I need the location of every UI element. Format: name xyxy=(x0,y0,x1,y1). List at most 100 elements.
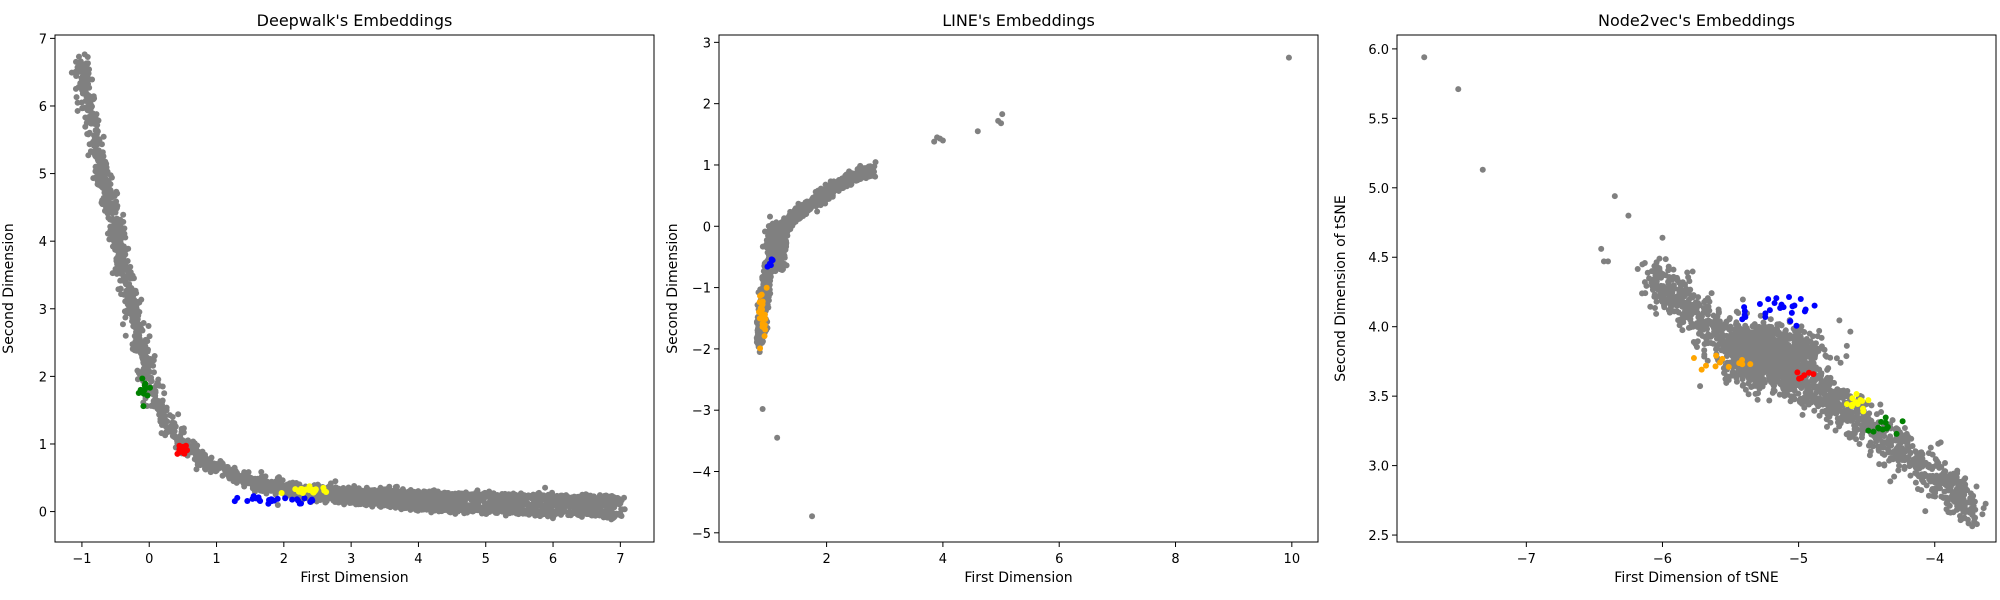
x-axis-label: First Dimension xyxy=(300,570,408,586)
points-group xyxy=(753,54,1292,520)
point-s0-1473 xyxy=(130,306,137,313)
y-tick-label: −2 xyxy=(692,343,711,358)
point-s2-488 xyxy=(356,486,363,493)
point-s0-746 xyxy=(72,68,79,75)
point-s3-22 xyxy=(244,497,251,504)
point-s2-483 xyxy=(349,488,356,495)
point-s0-1680 xyxy=(92,152,99,159)
point-s1-642 xyxy=(242,478,249,485)
point-s1-578 xyxy=(322,499,329,506)
point-s0-1001 xyxy=(169,413,176,420)
chart-title: Deepwalk's Embeddings xyxy=(257,11,453,30)
point-s1-339 xyxy=(763,237,770,244)
point-s1-668 xyxy=(509,508,516,515)
point-s0-1691 xyxy=(77,60,84,67)
point-s0-1689 xyxy=(106,185,113,192)
point-s2-484 xyxy=(374,489,381,496)
point-s1-656 xyxy=(519,510,526,517)
point-s0-831 xyxy=(584,501,590,508)
point-s2-421 xyxy=(457,490,464,497)
y-tick-label: 1 xyxy=(39,438,47,453)
point-s1-664 xyxy=(427,505,434,512)
point-s1-697 xyxy=(605,510,612,517)
point-s1-572 xyxy=(515,511,522,518)
point-s1-687 xyxy=(610,513,617,520)
point-s1-690 xyxy=(230,473,237,480)
point-s1-692 xyxy=(386,500,393,507)
point-s0-1504 xyxy=(192,450,199,457)
point-s0-464 xyxy=(140,320,147,327)
point-s0-1535 xyxy=(120,211,127,218)
point-s0-655 xyxy=(81,51,88,58)
x-tick-label: 2 xyxy=(280,552,288,567)
point-s0-1422 xyxy=(207,456,214,463)
point-s2-495 xyxy=(571,495,578,502)
point-s2-1 xyxy=(759,405,766,412)
point-s0-1470 xyxy=(148,402,155,409)
point-s0-1150 xyxy=(765,297,772,304)
point-s2-465 xyxy=(482,493,489,500)
point-s2-464 xyxy=(581,496,588,503)
point-s0-1657 xyxy=(565,499,572,506)
point-s0-1491 xyxy=(91,136,98,143)
point-s1-394 xyxy=(769,220,776,227)
points-group xyxy=(68,51,628,523)
point-s1-674 xyxy=(320,494,327,501)
y-tick-label: 4 xyxy=(39,235,47,250)
point-s1-399 xyxy=(774,240,781,247)
point-s1-397 xyxy=(774,246,781,253)
point-s0-1387 xyxy=(208,465,215,472)
point-s4-21 xyxy=(302,486,309,493)
point-s0-1471 xyxy=(755,319,762,326)
point-s2-475 xyxy=(516,493,523,500)
point-s0-1591 xyxy=(155,407,162,414)
point-s0-1456 xyxy=(129,293,136,300)
point-s3-10 xyxy=(762,326,769,333)
x-axis-label: First Dimension xyxy=(964,570,1072,586)
point-s2-348 xyxy=(621,494,628,501)
y-tick-label: 3 xyxy=(703,36,711,51)
point-s0-1300 xyxy=(193,442,200,449)
point-s0-1674 xyxy=(404,497,411,504)
x-tick-label: 4 xyxy=(414,552,422,567)
point-s2-450 xyxy=(443,490,450,497)
point-s0-1442 xyxy=(86,66,93,73)
y-tick-label: −1 xyxy=(692,282,711,297)
point-s1-685 xyxy=(421,504,428,511)
point-s0-1497 xyxy=(73,94,80,101)
point-s0-1480 xyxy=(865,167,872,174)
point-s2-409 xyxy=(450,492,457,499)
point-s0-667 xyxy=(131,333,138,340)
point-s0-1688 xyxy=(498,501,505,508)
x-tick-label: 7 xyxy=(616,552,624,567)
y-tick-label: −5 xyxy=(692,527,711,542)
point-s3-12 xyxy=(289,496,296,503)
point-s0-1383 xyxy=(213,466,220,473)
point-s2-11 xyxy=(999,111,1006,118)
point-s0-1666 xyxy=(111,208,118,215)
point-s0-1346 xyxy=(84,130,91,137)
point-s4-4 xyxy=(767,262,774,269)
point-s2-481 xyxy=(561,495,568,502)
point-s2-3 xyxy=(809,513,816,520)
point-s0-1618 xyxy=(142,360,149,367)
point-s0-1447 xyxy=(814,208,821,215)
point-s1-342 xyxy=(776,266,783,273)
y-axis-label: Second Dimension xyxy=(1,223,17,353)
point-s2-494 xyxy=(489,493,496,500)
point-s1-583 xyxy=(524,507,531,514)
point-s2-462 xyxy=(438,491,445,498)
point-s1-280 xyxy=(781,215,788,222)
point-s0-1642 xyxy=(95,117,102,124)
y-tick-label: 0 xyxy=(703,220,711,235)
point-s0-1620 xyxy=(538,503,545,510)
point-s2-419 xyxy=(586,494,593,501)
point-s2-480 xyxy=(431,488,438,495)
point-s1-459 xyxy=(499,506,506,513)
point-s1-622 xyxy=(406,502,413,509)
point-s0-1545 xyxy=(101,165,108,172)
point-s3-14 xyxy=(757,345,764,352)
point-s0-641 xyxy=(258,468,265,475)
